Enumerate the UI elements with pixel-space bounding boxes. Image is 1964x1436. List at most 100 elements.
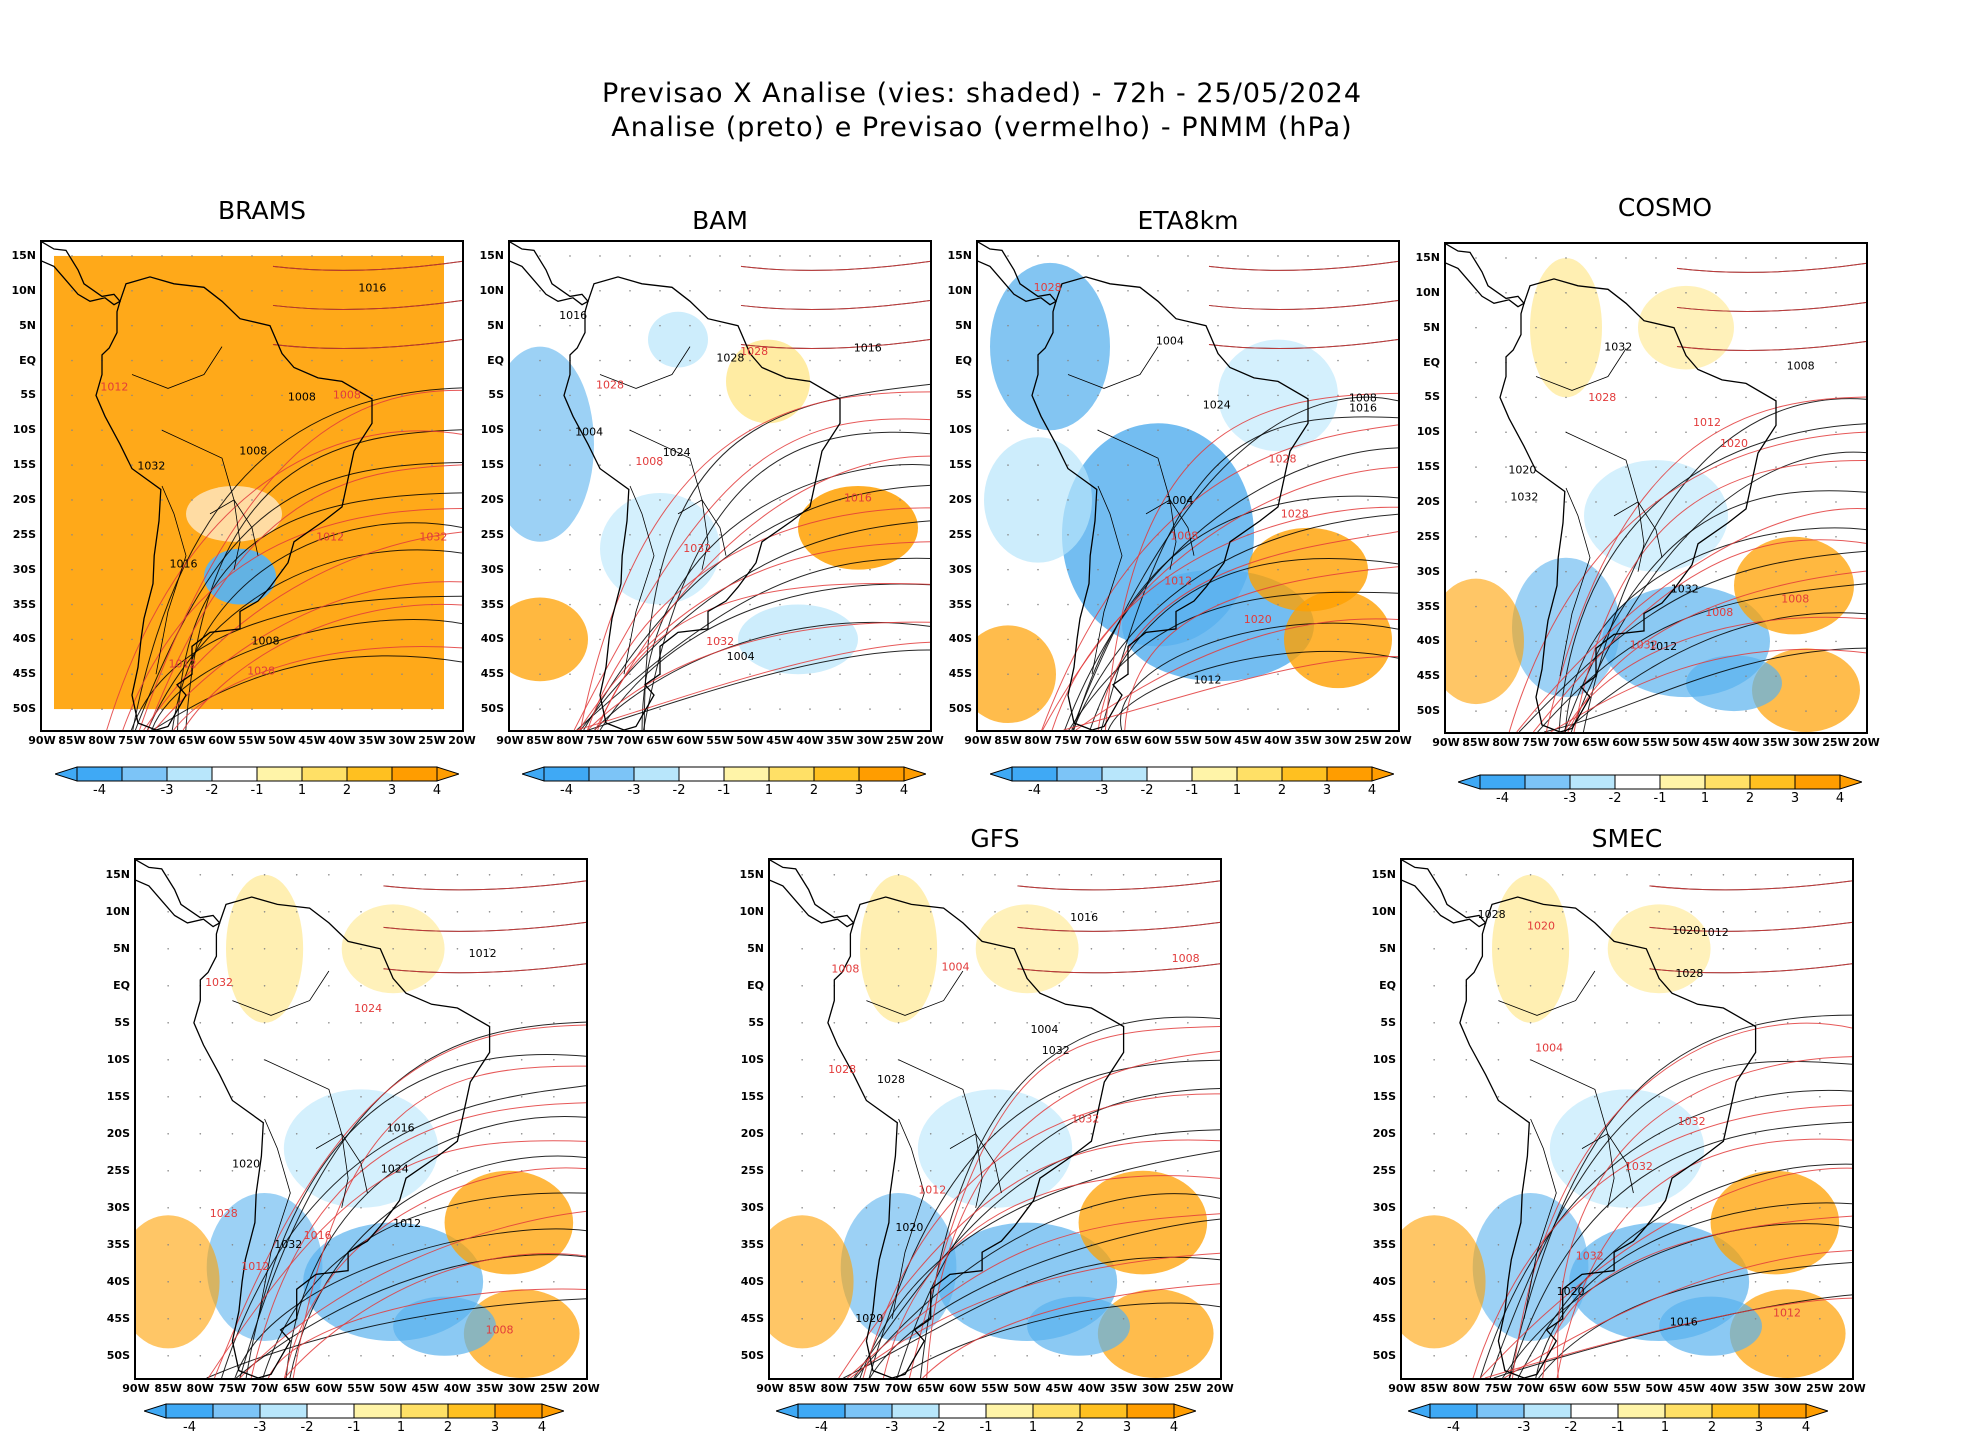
grid-dot: [1475, 431, 1477, 434]
country-border: [1523, 1118, 1557, 1319]
grid-dot: [401, 603, 403, 606]
lon-tick-label: 40W: [1709, 1382, 1738, 1395]
grid-dot: [1819, 911, 1821, 913]
grid-dot: [869, 255, 871, 257]
grid-dot: [1626, 911, 1628, 913]
isobar-label: 1020: [232, 1157, 260, 1170]
grid-dot: [456, 1318, 459, 1320]
grid-dot: [1007, 464, 1009, 466]
grid-dot: [719, 324, 721, 327]
grid-dot: [360, 1022, 362, 1024]
grid-dot: [1122, 1244, 1125, 1246]
grid-dot: [833, 1170, 836, 1172]
lon-tick-label: 40W: [1264, 734, 1292, 747]
grid-dot: [161, 673, 163, 676]
grid-dot: [553, 911, 555, 913]
lat-tick-label: 50S: [1372, 1348, 1396, 1362]
isobar-label: 1008: [1781, 593, 1809, 606]
grid-dot: [1690, 1096, 1693, 1098]
grid-dot: [520, 1281, 523, 1283]
colorbar-segment: [1758, 1403, 1807, 1419]
isobar-label: 1028: [1281, 508, 1309, 521]
grid-dot: [1037, 324, 1039, 327]
grid-dot: [161, 534, 163, 536]
grid-dot: [749, 673, 751, 676]
grid-dot: [1685, 292, 1687, 294]
grid-dot: [392, 1318, 394, 1320]
grid-dot: [1154, 948, 1157, 950]
analysis-isobar: [1502, 1223, 1852, 1378]
grid-dot: [1307, 673, 1309, 676]
grid-dot: [779, 534, 781, 536]
grid-dot: [231, 874, 234, 876]
grid-dot: [392, 1133, 394, 1135]
isobar-label: 1028: [596, 379, 624, 392]
lat-tick-label: 20S: [948, 492, 972, 506]
isobar-label: 1020: [1508, 464, 1536, 477]
panel-title-cosmo: COSMO: [1617, 193, 1713, 222]
lon-tick-label: 35W: [826, 734, 854, 747]
grid-dot: [456, 948, 459, 950]
grid-dot: [341, 638, 343, 641]
grid-dot: [1625, 431, 1627, 434]
grid-dot: [295, 1244, 298, 1246]
grid-dot: [328, 1170, 330, 1172]
grid-dot: [809, 673, 811, 676]
isobar-label: 1008: [1170, 529, 1198, 542]
grid-dot: [1067, 568, 1069, 571]
grid-dot: [1561, 1096, 1564, 1098]
grid-dot: [281, 359, 283, 362]
grid-dot: [1058, 985, 1061, 987]
grid-dot: [1090, 1059, 1093, 1061]
grid-dot: [1535, 536, 1537, 538]
coastline: [1031, 276, 1309, 730]
grid-dot: [569, 429, 571, 432]
grid-dot: [131, 290, 133, 292]
grid-dot: [553, 1355, 555, 1357]
grid-dot: [1625, 501, 1627, 503]
grid-dot: [1565, 605, 1567, 608]
grid-dot: [1685, 605, 1687, 608]
grid-dot: [71, 638, 73, 641]
colorbar-segment: [1281, 766, 1328, 782]
colorbar-segment: [678, 766, 725, 782]
analysis-isobar: [643, 431, 930, 730]
grid-dot: [191, 499, 193, 501]
grid-dot: [1097, 603, 1099, 606]
isobar-label: 1032: [683, 542, 711, 555]
grid-dot: [456, 1133, 459, 1135]
grid-dot: [1037, 255, 1039, 257]
grid-dot: [431, 394, 433, 397]
grid-dot: [1565, 501, 1567, 503]
grid-dot: [1690, 1022, 1693, 1024]
grid-dot: [131, 603, 133, 606]
grid-dot: [539, 638, 541, 641]
isobar-label: 1004: [942, 961, 970, 974]
grid-dot: [1565, 292, 1567, 294]
grid-dot: [456, 1355, 459, 1357]
grid-dot: [371, 324, 373, 327]
forecast-isobar: [1567, 570, 1866, 732]
lat-tick-label: 45S: [948, 667, 972, 681]
bias-shading: [600, 492, 720, 605]
grid-dot: [488, 1318, 491, 1320]
grid-dot: [1775, 710, 1777, 712]
grid-dot: [865, 985, 868, 987]
grid-dot: [1097, 464, 1099, 466]
lat-tick-label: EQ: [19, 353, 36, 367]
grid-dot: [431, 638, 433, 641]
map-panel-eta8km: 1008 1004 1028 1008 1012 1024 1028 1004 1028 1016…: [976, 240, 1400, 732]
forecast-isobar: [1649, 963, 1852, 974]
grid-dot: [865, 948, 868, 950]
grid-dot: [1097, 324, 1099, 327]
colorbar-label: 3: [1754, 1420, 1764, 1435]
isobar-label: 1016: [169, 558, 197, 571]
grid-dot: [1367, 394, 1369, 397]
grid-dot: [809, 708, 811, 710]
grid-dot: [1277, 290, 1279, 292]
isobar-label: 1028: [247, 665, 275, 678]
coastline: [193, 896, 491, 1378]
lon-tick-label: 20W: [448, 734, 476, 747]
isobar-label: 1012: [469, 947, 497, 960]
grid-dot: [71, 603, 73, 606]
